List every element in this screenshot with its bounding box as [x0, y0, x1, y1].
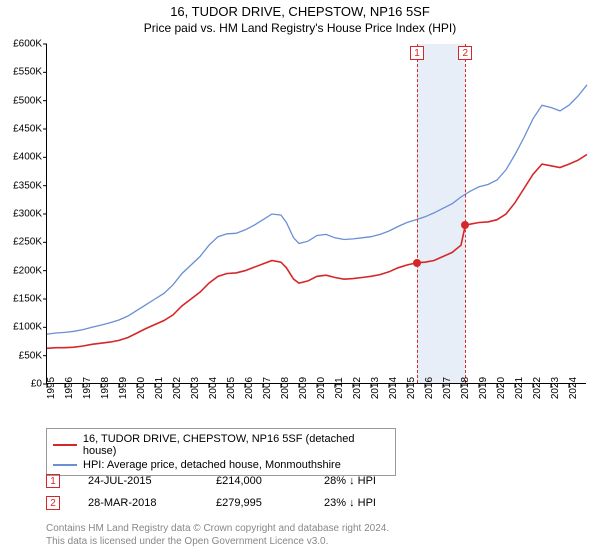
legend-swatch — [53, 464, 77, 466]
sale-marker-box: 1 — [410, 46, 424, 60]
x-tick-label: 2004 — [208, 377, 219, 399]
sale-delta: 23% ↓ HPI — [324, 497, 376, 509]
x-tick-label: 2018 — [460, 377, 471, 399]
sale-marker-box: 2 — [458, 46, 472, 60]
sale-date: 28-MAR-2018 — [88, 497, 188, 509]
x-tick-label: 2013 — [370, 377, 381, 399]
x-tick-label: 2009 — [298, 377, 309, 399]
x-tick-label: 2014 — [388, 377, 399, 399]
sale-date: 24-JUL-2015 — [88, 475, 188, 487]
x-tick-label: 2022 — [532, 377, 543, 399]
chart-title: 16, TUDOR DRIVE, CHEPSTOW, NP16 5SF — [0, 0, 600, 19]
sale-dot — [413, 259, 421, 267]
y-tick-label: £550K — [13, 67, 42, 78]
y-tick-label: £400K — [13, 152, 42, 163]
y-tick-label: £0 — [31, 379, 42, 390]
y-tick-label: £450K — [13, 124, 42, 135]
y-tick-label: £200K — [13, 265, 42, 276]
x-tick-label: 2017 — [442, 377, 453, 399]
sale-vline — [417, 44, 418, 383]
y-tick-label: £600K — [13, 39, 42, 50]
x-tick-label: 2007 — [262, 377, 273, 399]
x-tick-label: 1999 — [118, 377, 129, 399]
x-tick-label: 2020 — [496, 377, 507, 399]
x-tick-label: 2011 — [334, 377, 345, 399]
sale-row: 1 24-JUL-2015 £214,000 28% ↓ HPI — [46, 470, 376, 492]
plot-svg — [47, 44, 587, 384]
footer-attribution: Contains HM Land Registry data © Crown c… — [46, 522, 389, 548]
x-tick-label: 2010 — [316, 377, 327, 399]
series-price_paid — [47, 155, 587, 349]
x-tick-label: 2015 — [406, 377, 417, 399]
x-tick-label: 1996 — [64, 377, 75, 399]
legend-swatch — [53, 444, 77, 446]
x-tick-label: 2023 — [550, 377, 561, 399]
y-tick-label: £150K — [13, 294, 42, 305]
sale-delta: 28% ↓ HPI — [324, 475, 376, 487]
x-tick-label: 2021 — [514, 377, 525, 399]
footer-line-2: This data is licensed under the Open Gov… — [46, 535, 389, 548]
x-tick-label: 2003 — [190, 377, 201, 399]
x-tick-label: 2006 — [244, 377, 255, 399]
y-tick-label: £350K — [13, 180, 42, 191]
x-tick-label: 2002 — [172, 377, 183, 399]
sale-dot — [461, 221, 469, 229]
legend-item: 16, TUDOR DRIVE, CHEPSTOW, NP16 5SF (det… — [53, 432, 389, 458]
y-tick-label: £500K — [13, 95, 42, 106]
legend: 16, TUDOR DRIVE, CHEPSTOW, NP16 5SF (det… — [46, 428, 396, 476]
series-hpi — [47, 85, 587, 334]
sale-row-marker: 2 — [46, 496, 60, 510]
sale-price: £279,995 — [216, 497, 296, 509]
sale-price: £214,000 — [216, 475, 296, 487]
x-tick-label: 2005 — [226, 377, 237, 399]
sale-row-marker: 1 — [46, 474, 60, 488]
sale-vline — [465, 44, 466, 383]
y-tick-label: £250K — [13, 237, 42, 248]
x-tick-label: 2001 — [154, 377, 165, 399]
footer-line-1: Contains HM Land Registry data © Crown c… — [46, 522, 389, 535]
chart-area: 12 £0£50K£100K£150K£200K£250K£300K£350K£… — [46, 44, 586, 384]
x-tick-label: 1998 — [100, 377, 111, 399]
y-tick-label: £300K — [13, 209, 42, 220]
x-tick-label: 2019 — [478, 377, 489, 399]
sale-row: 2 28-MAR-2018 £279,995 23% ↓ HPI — [46, 492, 376, 514]
sales-table: 1 24-JUL-2015 £214,000 28% ↓ HPI 2 28-MAR-201… — [46, 470, 376, 514]
x-tick-label: 1997 — [82, 377, 93, 399]
chart-subtitle: Price paid vs. HM Land Registry's House … — [0, 19, 600, 35]
x-tick-label: 2016 — [424, 377, 435, 399]
chart-container: 16, TUDOR DRIVE, CHEPSTOW, NP16 5SF Pric… — [0, 0, 600, 560]
plot-region: 12 — [46, 44, 586, 384]
y-tick-label: £50K — [19, 350, 42, 361]
y-tick-label: £100K — [13, 322, 42, 333]
x-tick-label: 2000 — [136, 377, 147, 399]
x-tick-label: 2024 — [568, 377, 579, 399]
x-tick-label: 1995 — [46, 377, 57, 399]
legend-label: 16, TUDOR DRIVE, CHEPSTOW, NP16 5SF (det… — [83, 433, 389, 457]
x-tick-label: 2012 — [352, 377, 363, 399]
x-tick-label: 2008 — [280, 377, 291, 399]
